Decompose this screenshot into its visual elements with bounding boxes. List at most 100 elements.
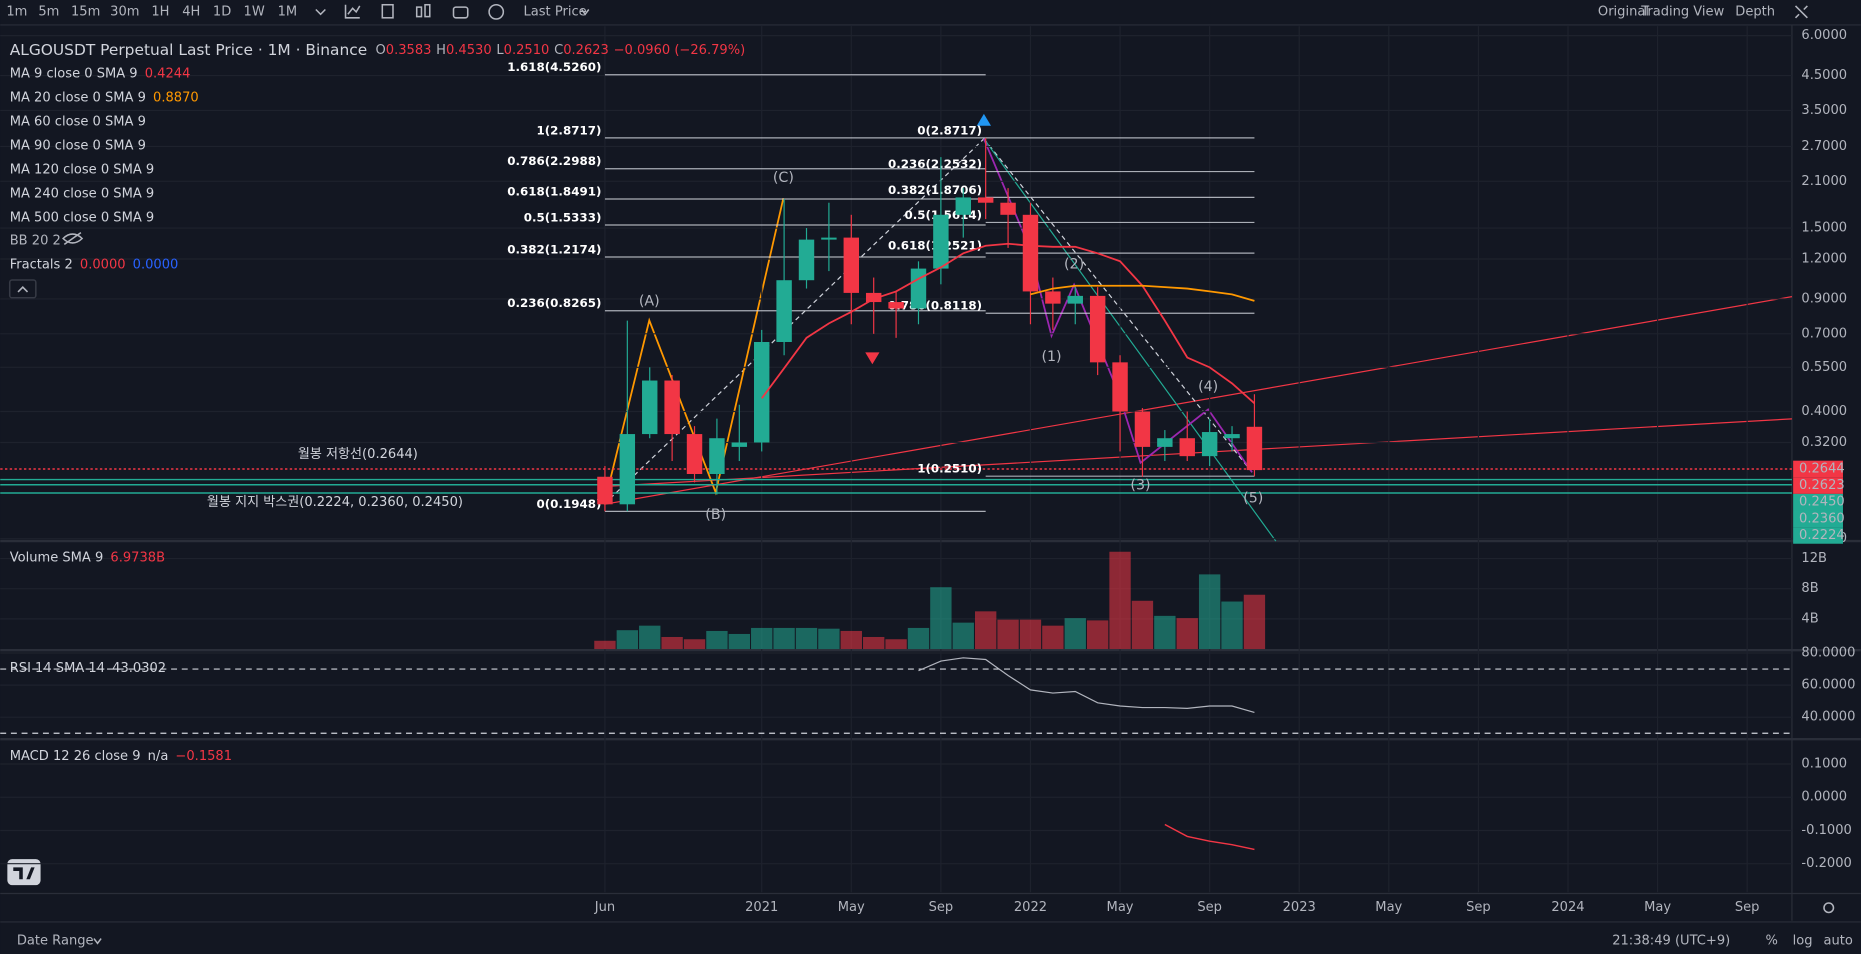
macd-title: MACD 12 26 close 9 — [10, 748, 141, 763]
candle-body — [821, 237, 837, 240]
scale-option[interactable]: % — [1766, 933, 1778, 948]
candle-body — [1201, 432, 1218, 457]
fib-label: 0.382(1.2174) — [507, 242, 601, 256]
collapse-icon[interactable] — [17, 286, 29, 293]
fib-label: 0.786(2.2988) — [507, 154, 601, 168]
volume-bar — [907, 627, 930, 650]
macd-pane — [1164, 823, 1255, 851]
candle-body — [619, 434, 636, 505]
candle-body — [1067, 295, 1083, 304]
moving-averages — [761, 242, 1256, 404]
footer-bar — [0, 920, 1861, 954]
ohlc-key: L — [496, 42, 504, 57]
macd-line — [1164, 823, 1255, 851]
fib-label: 1(0.2510) — [917, 462, 982, 476]
ohlc-value: 0.4530 — [446, 42, 492, 57]
price-badge — [1793, 527, 1843, 544]
fib-label: 1.618(4.5260) — [507, 60, 601, 74]
fib-label: 0(0.1948) — [537, 497, 602, 511]
indicator-name: MA 240 close 0 SMA 9 — [10, 186, 155, 201]
macd-tick-label: 0.0000 — [1801, 790, 1847, 805]
fib-label: 0.236(0.8265) — [507, 296, 601, 310]
fib-label: 0.382(1.8706) — [888, 183, 982, 197]
volume-bar — [683, 639, 706, 650]
fractals-value: 0.0000 — [80, 257, 126, 272]
interval-button[interactable]: 15m — [71, 4, 100, 19]
candle-body — [776, 280, 792, 342]
rsi-tick-label: 40.0000 — [1801, 710, 1855, 725]
bb-legend: BB 20 2 — [10, 233, 61, 248]
interval-button[interactable]: 5m — [38, 4, 59, 19]
dropdown-icon[interactable] — [93, 938, 102, 945]
ohlc-value: 0.3583 — [386, 42, 432, 57]
settings-icon[interactable] — [1823, 902, 1835, 914]
camera-icon[interactable] — [452, 6, 469, 19]
volume-bar — [1131, 600, 1154, 650]
scale-option[interactable]: log — [1793, 933, 1813, 948]
rsi-title: RSI 14 SMA 14 — [10, 661, 105, 676]
candle-body — [955, 197, 971, 215]
ohlc-key: H — [436, 42, 446, 57]
interval-button[interactable]: 1H — [151, 4, 169, 19]
fullscreen-icon[interactable] — [1794, 5, 1808, 19]
interval-button[interactable]: 1m — [6, 4, 27, 19]
indicator-name: MA 20 close 0 SMA 9 — [10, 90, 146, 105]
candle-body — [709, 438, 725, 475]
template-icon[interactable] — [381, 3, 394, 19]
volume-tick-label: 12B — [1801, 551, 1827, 566]
dropdown-icon[interactable] — [315, 8, 326, 16]
symbol: ALGOUSDT Perpetual Last Price · 1M · Bin… — [10, 40, 367, 58]
macd-tick-label: -0.1000 — [1801, 823, 1851, 838]
volume-bar — [795, 627, 818, 650]
interval-button[interactable]: 1M — [278, 4, 298, 19]
candle-icon[interactable] — [415, 6, 423, 18]
price-badge — [1793, 477, 1843, 494]
indicator-name: MA 500 close 0 SMA 9 — [10, 210, 155, 225]
add-icon[interactable] — [488, 3, 505, 20]
fibonacci: 1.618(4.5260) 1(2.8717) 0.786(2.2988) 0.618… — [507, 60, 1255, 512]
view-tab[interactable]: Depth — [1735, 4, 1775, 19]
view-tab[interactable]: Trading View — [1640, 4, 1724, 19]
date-range-button[interactable]: Date Range — [17, 933, 94, 948]
wave-label: (3) — [1130, 477, 1150, 493]
indicator-icon[interactable] — [344, 4, 361, 19]
candle-icon[interactable] — [424, 3, 431, 18]
view-tab[interactable]: Original — [1598, 4, 1649, 19]
wave-label: (4) — [1198, 379, 1218, 395]
indicator-name: MA 60 close 0 SMA 9 — [10, 114, 146, 129]
candle-body — [1112, 362, 1128, 412]
interval-button[interactable]: 4H — [182, 4, 200, 19]
interval-button[interactable]: 1W — [244, 4, 265, 19]
candle-body — [1134, 411, 1151, 447]
candle-body — [1089, 295, 1106, 363]
x-tick-label: Sep — [1735, 900, 1760, 915]
candle-body — [1179, 438, 1195, 457]
macd-tick-label: 0.1000 — [1801, 757, 1847, 772]
y-tick-label: 4.5000 — [1801, 68, 1847, 83]
interval-button[interactable]: 30m — [110, 4, 139, 19]
volume-legend: Volume SMA 9 6.9738B — [10, 550, 165, 565]
price-badge-label: 0.2644 — [1799, 461, 1845, 476]
indicator-legend: MA 240 close 0 SMA 9 — [10, 186, 155, 201]
candle-body — [1246, 426, 1263, 471]
volume-bar — [751, 627, 773, 650]
candle-body — [910, 268, 927, 309]
price-badge — [1793, 493, 1843, 511]
fib-label: 0.5(1.5333) — [524, 210, 602, 224]
clock: 21:38:49 (UTC+9) — [1612, 933, 1730, 948]
scale-option[interactable]: auto — [1824, 933, 1853, 948]
collapse-button[interactable] — [8, 279, 37, 299]
levels: 월봉 저항선(0.2644) 월봉 지지 박스권(0.2224, 0.2360, … — [0, 447, 1792, 510]
fractals-value: 0.0000 — [133, 257, 179, 272]
wave-label: (C) — [773, 170, 794, 186]
dropdown-icon[interactable] — [581, 9, 590, 16]
volume-bars — [594, 551, 1266, 650]
toolbar-icons — [8, 3, 1835, 945]
price-type-select[interactable]: Last Price — [524, 4, 587, 19]
hide-icon[interactable] — [62, 231, 84, 246]
interval-button[interactable]: 1D — [213, 4, 231, 19]
legend: ALGOUSDT Perpetual Last Price · 1M · Bin… — [10, 40, 745, 763]
trend-line — [983, 138, 1277, 542]
